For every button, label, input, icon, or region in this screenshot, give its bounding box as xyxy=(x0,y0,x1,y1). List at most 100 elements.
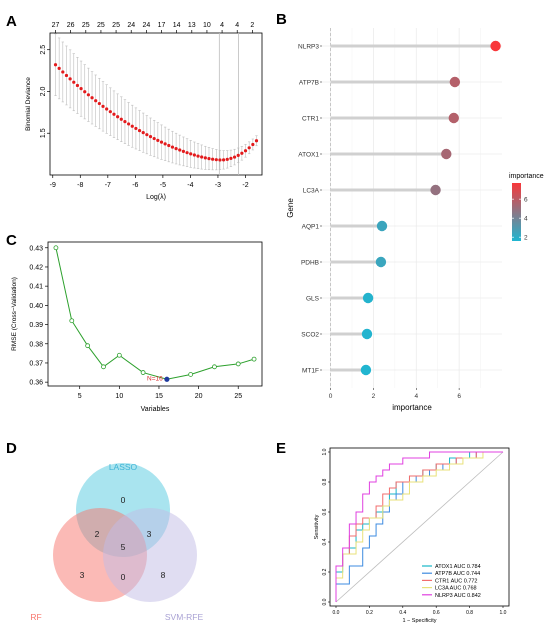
top-tick-label: 26 xyxy=(67,22,75,29)
venn-count-rf-only: 3 xyxy=(80,570,85,580)
top-tick-label: 4 xyxy=(235,22,239,29)
lollipop-point xyxy=(490,40,501,52)
x-tick-label: -9 xyxy=(50,182,56,189)
roc-curve xyxy=(335,451,503,602)
x-tick-label: 2 xyxy=(372,393,376,400)
deviance-point xyxy=(123,120,127,124)
reference-diagonal xyxy=(335,451,504,603)
deviance-point xyxy=(203,156,207,160)
plot-frame xyxy=(49,32,263,176)
deviance-point xyxy=(83,90,87,94)
legend-title: importance xyxy=(509,173,544,180)
x-axis-label: Variables xyxy=(141,406,170,413)
legend-label: ATOX1 AUC 0.784 xyxy=(435,564,481,570)
deviance-point xyxy=(134,126,138,131)
panel-label-b: B xyxy=(276,11,287,28)
panel-c-rfe-rmse: N=16 5 10 15 20 25 0.36 0.37 0.38 0.39 0.40 0.41 0.4… xyxy=(11,241,263,413)
rmse-point xyxy=(85,343,91,349)
rmse-point xyxy=(235,361,241,367)
top-tick-label: 25 xyxy=(82,22,90,29)
deviance-point xyxy=(75,83,80,88)
legend-colorbar xyxy=(512,183,521,241)
deviance-point xyxy=(53,63,58,67)
x-axis-label: 1 − Specificity xyxy=(402,618,436,624)
x-tick-label: -3 xyxy=(215,182,221,189)
plot-frame xyxy=(47,241,263,387)
lollipop-point xyxy=(361,328,373,340)
best-point xyxy=(164,376,170,382)
deviance-point xyxy=(174,146,178,151)
deviance-point xyxy=(64,73,69,78)
y-tick-label: 0.38 xyxy=(29,341,43,348)
gene-label: CTR1 xyxy=(302,116,319,123)
deviance-point xyxy=(243,149,248,153)
deviance-point xyxy=(229,156,233,161)
x-tick-label: 0.4 xyxy=(399,610,406,616)
x-tick-label: 1.0 xyxy=(500,610,507,616)
y-axis-label: Gene xyxy=(286,198,295,218)
deviance-point xyxy=(79,87,83,91)
legend-label: NLRP3 AUC 0.842 xyxy=(435,593,481,599)
x-tick-label: 0 xyxy=(329,393,333,400)
venn-set-label: SVM-RFE xyxy=(165,612,204,622)
top-tick-label: 24 xyxy=(127,22,135,29)
deviance-point xyxy=(126,122,131,126)
legend-tick-label: 4 xyxy=(524,216,528,223)
deviance-point xyxy=(130,124,134,128)
x-tick-label: 4 xyxy=(414,393,418,400)
deviance-point xyxy=(68,77,72,81)
venn-count-svm-only: 8 xyxy=(161,570,166,580)
deviance-point xyxy=(232,155,237,159)
gene-label: GLS xyxy=(306,296,320,303)
x-tick-label: 6 xyxy=(457,393,461,400)
deviance-point xyxy=(170,145,175,149)
top-tick-label: 27 xyxy=(52,22,60,29)
panel-label-d: D xyxy=(6,440,17,457)
rmse-point xyxy=(188,372,194,377)
venn-count-all: 5 xyxy=(121,542,126,552)
panel-a-lasso-cv: -9 -8 -7 -6 -5 -4 -3 -21.52.02.527 26 25 25 25 24 24 1… xyxy=(25,22,263,201)
top-tick-label: 14 xyxy=(173,22,181,29)
venn-count-lasso-rf: 2 xyxy=(95,529,100,539)
deviance-point xyxy=(200,155,204,159)
venn-count-rf-svm: 0 xyxy=(121,572,126,582)
top-tick-label: 25 xyxy=(97,22,105,29)
y-tick-label: 0.40 xyxy=(29,303,43,310)
panel-d-venn: LASSO RF SVM-RFE 0 3 8 2 3 0 5 xyxy=(30,462,203,622)
deviance-point xyxy=(178,148,182,152)
x-tick-label: 15 xyxy=(155,393,163,400)
deviance-point xyxy=(61,70,65,74)
deviance-point xyxy=(156,138,160,142)
deviance-point xyxy=(145,133,149,137)
rmse-point xyxy=(251,356,257,362)
gene-label: NLRP3 xyxy=(298,44,319,51)
panel-label-a: A xyxy=(6,13,17,30)
rmse-point xyxy=(101,364,106,370)
deviance-point xyxy=(90,96,94,100)
deviance-point xyxy=(192,153,196,157)
deviance-point xyxy=(148,135,153,139)
y-tick-label: 0.41 xyxy=(29,284,43,291)
x-tick-label: 5 xyxy=(78,393,82,400)
y-tick-label: 0.2 xyxy=(322,568,328,575)
plot-frame xyxy=(329,447,510,607)
lollipop-point xyxy=(449,76,461,88)
deviance-point xyxy=(57,66,61,70)
legend-tick-label: 2 xyxy=(524,235,528,242)
lollipop-point xyxy=(430,184,441,196)
deviance-point xyxy=(240,151,244,155)
roc-curve xyxy=(335,451,503,602)
y-tick-label: 2.0 xyxy=(40,86,47,96)
y-tick-label: 0.39 xyxy=(29,322,43,329)
deviance-point xyxy=(152,136,156,141)
best-label: N=16 xyxy=(147,375,163,382)
rmse-point xyxy=(116,352,122,358)
legend-label: ATP7B AUC 0.744 xyxy=(435,571,480,577)
gene-label: LC3A xyxy=(303,188,320,195)
deviance-point xyxy=(247,146,251,150)
rmse-point xyxy=(53,245,59,251)
rmse-point xyxy=(212,364,217,370)
x-tick-label: -7 xyxy=(105,182,111,189)
y-tick-label: 0.43 xyxy=(29,245,43,252)
